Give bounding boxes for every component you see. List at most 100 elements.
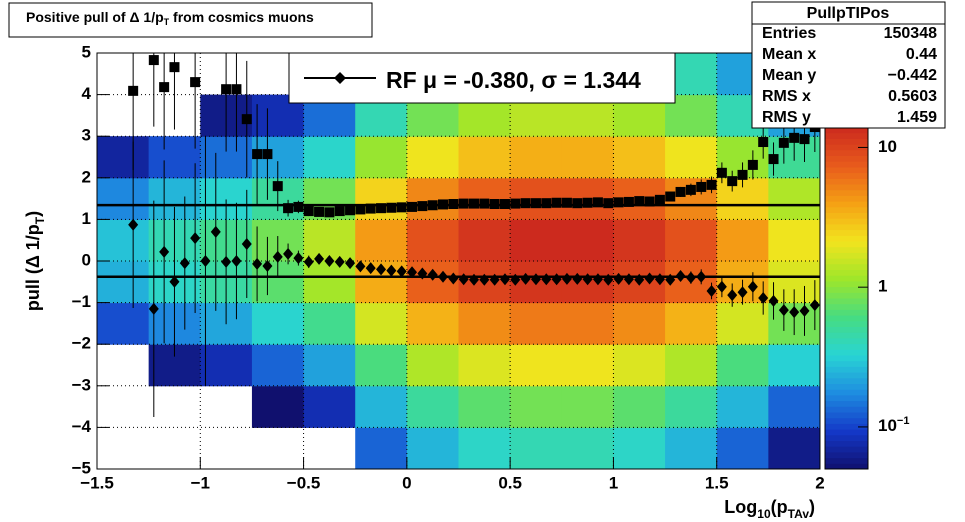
chart-title: Positive pull of Δ 1/pT from cosmics muo… [26, 9, 314, 28]
heat-cell [251, 344, 305, 387]
heat-cell [613, 344, 666, 387]
color-bar-step [825, 463, 868, 470]
heat-cell [458, 136, 511, 179]
heat-cell [716, 219, 769, 262]
heat-cell [768, 344, 820, 387]
stats-value: 0.44 [906, 46, 937, 63]
heat-cell [561, 136, 614, 179]
heat-cell [768, 177, 820, 220]
marker-square [438, 199, 449, 210]
color-bar-step [825, 394, 868, 402]
marker-square [737, 169, 748, 180]
heat-cell [510, 344, 563, 387]
marker-diamond [334, 255, 345, 268]
marker-diamond [727, 289, 738, 302]
heat-cell [406, 344, 459, 387]
marker-diamond [499, 273, 510, 286]
marker-square [592, 197, 603, 208]
marker-square [221, 84, 232, 95]
marker-square [128, 85, 139, 96]
marker-diamond [603, 273, 614, 286]
marker-square [468, 198, 479, 209]
subscript: T [33, 216, 47, 224]
heat-cell [665, 427, 718, 469]
heat-cell [458, 427, 511, 469]
color-bar-step [825, 451, 868, 459]
stats-title: PullpTIPos [807, 5, 890, 22]
color-bar-step [825, 343, 868, 350]
color-bar-step [825, 315, 868, 322]
color-bar-step [825, 412, 868, 419]
marker-square [272, 181, 283, 192]
marker-square [665, 191, 676, 202]
marker-diamond [303, 255, 314, 268]
marker-square [355, 204, 366, 215]
marker-square [324, 207, 335, 218]
color-bar-step [825, 309, 868, 316]
color-bar-step [825, 389, 868, 396]
color-bar-step [825, 127, 868, 134]
marker-diamond [221, 255, 232, 268]
heat-cell [665, 302, 718, 345]
marker-diamond [530, 273, 541, 286]
heat-cell [613, 427, 666, 469]
marker-square [789, 132, 800, 143]
heat-cell [406, 177, 459, 220]
heat-cell [406, 136, 459, 179]
color-bar-step [825, 138, 868, 145]
marker-square [706, 179, 717, 190]
x-tick-label: 1 [609, 473, 618, 492]
color-bar-step [825, 263, 868, 270]
x-tick-label: −0.5 [287, 473, 321, 492]
profile-points [128, 53, 820, 417]
subscript: T [164, 17, 170, 27]
marker-diamond [438, 270, 449, 283]
heat-cell [355, 385, 408, 428]
heat-cell [561, 385, 614, 428]
marker-square [747, 159, 758, 170]
marker-diamond [386, 264, 397, 277]
marker-square [603, 198, 614, 209]
heat-cell [251, 385, 305, 428]
marker-diamond [314, 252, 325, 265]
heat-cell [510, 385, 563, 428]
marker-square [644, 196, 655, 207]
heat-cell [406, 302, 459, 345]
heat-cell [768, 427, 820, 469]
color-bar-step [825, 446, 868, 453]
color-bar-step [825, 144, 868, 151]
heat-cell [303, 136, 356, 179]
heat-cell [303, 261, 356, 304]
heat-cell [355, 302, 408, 345]
marker-square [159, 82, 170, 93]
marker-square [427, 200, 438, 211]
color-bar-step [825, 457, 868, 464]
marker-square [169, 62, 180, 73]
heat-cell [458, 344, 511, 387]
y-tick-label: 5 [82, 42, 91, 61]
heat-cell [406, 219, 459, 262]
color-bar-step [825, 429, 868, 436]
marker-square [376, 203, 387, 214]
marker-square [148, 55, 159, 66]
marker-diamond [283, 247, 294, 260]
subscript: 10 [757, 507, 771, 521]
color-bar-step [825, 246, 868, 253]
marker-diamond [706, 284, 717, 297]
stats-value: 0.5603 [888, 88, 937, 105]
marker-square [407, 201, 418, 212]
color-bar-step [825, 286, 868, 293]
color-bar-step [825, 372, 868, 379]
color-bar-step [825, 195, 868, 202]
heat-cell [406, 385, 459, 428]
x-tick-label: 1.5 [705, 473, 729, 492]
heat-cell [665, 219, 718, 262]
y-tick-label: 0 [82, 250, 91, 269]
marker-diamond [128, 218, 139, 231]
marker-diamond [685, 271, 696, 284]
stats-value: 1.459 [897, 109, 937, 126]
heat-cell [97, 177, 150, 220]
marker-diamond [272, 250, 283, 263]
color-bar-step [825, 223, 868, 231]
